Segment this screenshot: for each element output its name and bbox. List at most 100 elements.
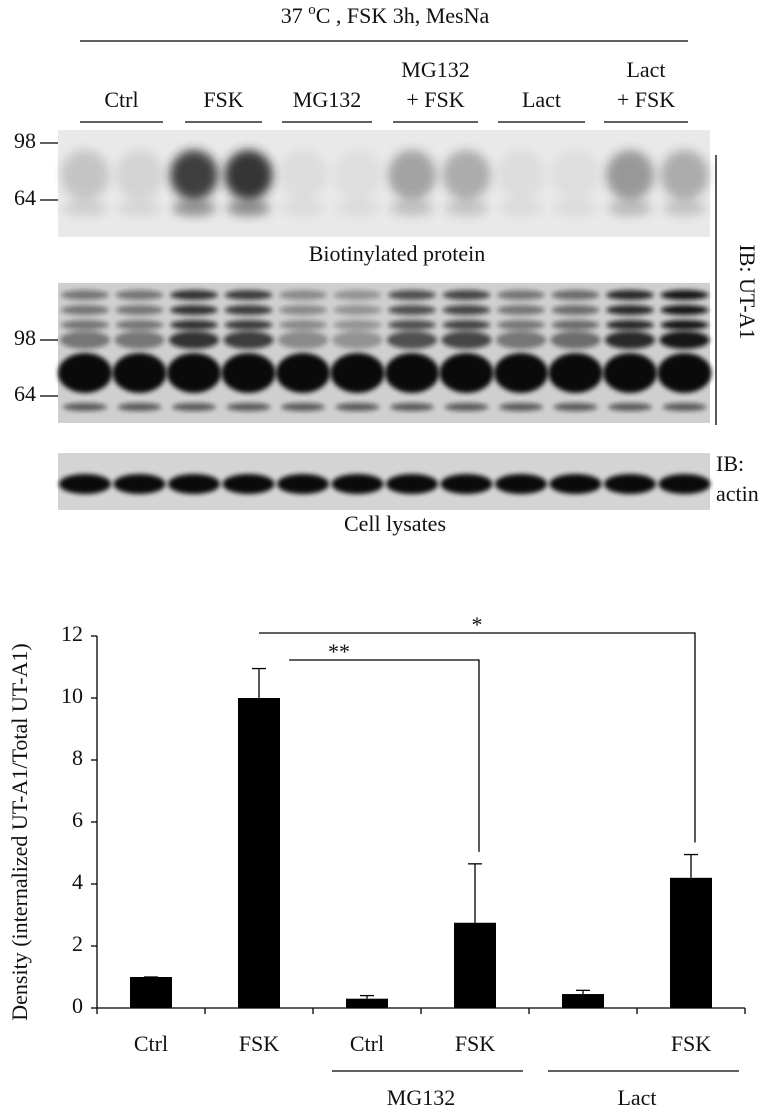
blot-band — [388, 320, 436, 330]
blot-band — [551, 305, 600, 315]
blot-band — [279, 320, 327, 330]
blot-band — [333, 290, 382, 300]
lane-label: FSK — [203, 87, 243, 112]
significance-label: * — [472, 612, 483, 637]
blot-band — [551, 290, 600, 300]
blot-band — [224, 290, 273, 300]
bar — [130, 977, 172, 1008]
lane-label: + FSK — [617, 87, 675, 112]
x-tick-label: FSK — [455, 1031, 495, 1056]
blot-band — [553, 403, 598, 411]
blot-band — [224, 150, 273, 200]
blot-band — [606, 150, 654, 200]
blot-band — [222, 474, 275, 494]
blot-band — [439, 353, 494, 393]
ib-actin: actin — [716, 481, 759, 506]
blot-band — [333, 320, 382, 330]
blot-band — [441, 331, 492, 349]
blot-band — [550, 331, 601, 349]
blot-band — [332, 331, 383, 349]
blot-band — [117, 403, 162, 411]
blot-panel — [58, 453, 710, 510]
blot-band — [224, 320, 273, 330]
blot-band — [170, 320, 218, 330]
blot-band — [114, 331, 165, 349]
blot-band — [497, 150, 545, 200]
blot-band — [606, 320, 654, 330]
lane-label: MG132 — [401, 57, 469, 82]
blot-band — [61, 320, 109, 330]
blot-band — [660, 320, 709, 330]
blot-band — [170, 305, 218, 315]
bar-chart: 0 2 4 6 8 10 12 Density (internalized UT-A1/Tot… — [7, 612, 746, 1110]
group-label: Lact — [617, 1085, 656, 1110]
blot-band — [551, 320, 600, 330]
blot-band — [662, 200, 707, 216]
blot-band — [658, 474, 711, 494]
blot-band — [388, 290, 436, 300]
blot-band — [333, 305, 382, 315]
blot-band — [277, 474, 329, 494]
blot-band — [168, 474, 220, 494]
mw-label: 98 — [14, 325, 36, 350]
blot-band — [496, 331, 546, 349]
blot-band — [553, 200, 598, 216]
blot-band — [115, 150, 164, 200]
blot-band — [61, 290, 109, 300]
blot-band — [444, 403, 489, 411]
blot-band — [442, 320, 491, 330]
blot-band — [497, 320, 545, 330]
blot-band — [281, 200, 325, 216]
blot-band — [605, 331, 655, 349]
lane-label: MG132 — [293, 87, 361, 112]
blot-band — [281, 403, 325, 411]
blot-band — [551, 150, 600, 200]
blot-band — [603, 353, 657, 393]
bar — [346, 998, 388, 1008]
blot-band — [660, 305, 709, 315]
blot-band — [117, 200, 162, 216]
blot-band — [660, 290, 709, 300]
blot-band — [115, 290, 164, 300]
y-tick-label: 6 — [72, 807, 83, 832]
blot-band — [169, 331, 219, 349]
blot-band — [495, 474, 547, 494]
blot-band — [657, 353, 712, 393]
blot-band — [279, 150, 327, 200]
blot-band — [61, 150, 109, 200]
error-bar — [360, 994, 374, 999]
blot-band — [59, 474, 111, 494]
condition: 37 oC , FSK 3h, MesNa — [281, 2, 490, 28]
blot-band — [440, 474, 493, 494]
significance-label: ** — [328, 639, 350, 664]
blot-band — [385, 353, 439, 393]
x-tick-label: FSK — [239, 1031, 279, 1056]
blot: Ctrl FSK MG132 MG132 + FSK Lact Lact + FSK 98 64 9… — [14, 57, 712, 510]
blot-band — [112, 353, 167, 393]
blot-band — [604, 474, 656, 494]
blot-band — [172, 200, 216, 216]
x-tick-label: Ctrl — [134, 1031, 168, 1056]
ib-actin: IB: — [716, 451, 744, 476]
lane-label: + FSK — [406, 87, 464, 112]
mw-label: 98 — [14, 128, 36, 153]
blot-band — [388, 305, 436, 315]
blot-band — [497, 305, 545, 315]
blot-band — [660, 150, 709, 200]
blot-band — [331, 474, 384, 494]
significance-bracket — [289, 659, 480, 852]
blot-band — [330, 353, 385, 393]
blot-band — [659, 331, 710, 349]
blot-band — [444, 200, 489, 216]
lane-label: Lact — [626, 57, 665, 82]
blot-band — [58, 353, 112, 393]
blot-band — [499, 200, 543, 216]
mw-label: 64 — [14, 381, 36, 406]
caption: Biotinylated protein — [309, 241, 486, 266]
blot-band — [387, 331, 437, 349]
lane-label: Ctrl — [104, 87, 138, 112]
error-bar — [576, 989, 590, 995]
caption: Cell lysates — [344, 511, 446, 536]
lane-label: Lact — [522, 87, 561, 112]
blot-band — [278, 331, 328, 349]
